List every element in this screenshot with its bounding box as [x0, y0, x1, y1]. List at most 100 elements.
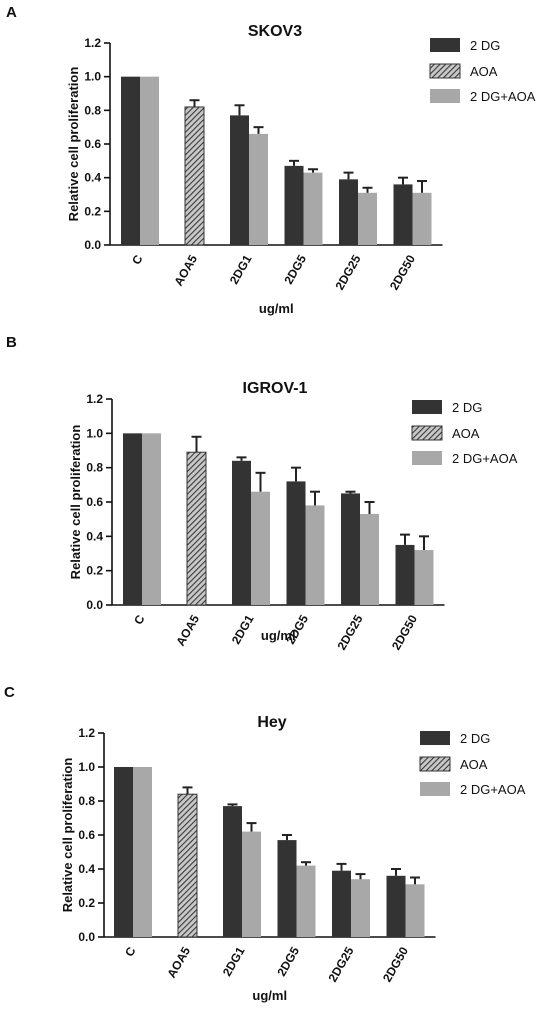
legend-label: 2 DG — [452, 400, 482, 415]
bar-2-dg-2dg5 — [284, 165, 304, 245]
x-tick-label: 2DG50 — [389, 612, 420, 652]
bar-2-dg-aoa-2dg25 — [358, 192, 377, 245]
x-tick-label: AOA5 — [173, 612, 202, 648]
bar-aoa-aoa5 — [184, 106, 205, 246]
y-tick-label: 0.0 — [84, 238, 101, 252]
x-tick-label: 2DG25 — [332, 252, 363, 292]
y-axis-label: Relative cell proliferation — [68, 425, 83, 580]
bar-aoa-aoa5 — [177, 793, 198, 938]
y-tick-label: 0.8 — [84, 103, 101, 117]
bar-2-dg-2dg50 — [395, 544, 415, 605]
bar-2-dg-2dg25 — [332, 870, 351, 937]
chart-title: SKOV3 — [248, 23, 302, 40]
legend-swatch — [420, 782, 450, 796]
bar-2-dg-aoa-2dg25 — [360, 514, 379, 605]
x-tick-label: AOA5 — [171, 252, 200, 288]
chart-title: Hey — [257, 714, 286, 731]
chart-svg: C Hey 0.0 0.2 0.4 0.6 0.8 1.0 1.2 Relative cell p… — [4, 684, 526, 1003]
y-axis-label: Relative cell proliferation — [60, 758, 75, 913]
y-tick-label: 0.6 — [86, 495, 103, 509]
x-tick-label: 2DG25 — [325, 944, 356, 984]
y-tick-label: 1.0 — [78, 760, 95, 774]
bar-2-dg-2dg25 — [341, 493, 360, 605]
x-axis-label: ug/ml — [261, 628, 296, 643]
legend-swatch — [420, 731, 450, 745]
bar-2-dg-aoa-2dg50 — [405, 884, 425, 937]
y-tick-label: 0.2 — [86, 564, 103, 578]
y-tick-label: 1.0 — [84, 70, 101, 84]
bar-2-dg-aoa-2dg50 — [412, 192, 432, 245]
bar-2-dg-aoa-2dg50 — [414, 550, 434, 605]
chart-svg: A SKOV3 0.0 0.2 0.4 0.6 0.8 1.0 1.2 Relative cell… — [6, 4, 536, 316]
chart-svg: B IGROV-1 0.0 0.2 0.4 0.6 0.8 1.0 1.2 Relative ce… — [6, 334, 518, 652]
bar-2-dg-aoa-c — [133, 767, 152, 937]
bar-2-dg-aoa-2dg1 — [249, 133, 268, 245]
x-tick-label: 2DG5 — [274, 944, 302, 978]
bar-aoa-aoa5 — [186, 451, 207, 606]
bar-2-dg-aoa-2dg5 — [296, 865, 316, 937]
legend-label: AOA — [460, 757, 488, 772]
y-tick-label: 0.4 — [86, 529, 103, 543]
legend-label: 2 DG+AOA — [460, 782, 526, 797]
bar-2-dg-2dg5 — [277, 840, 297, 937]
bar-2-dg-c — [123, 433, 142, 605]
y-tick-label: 0.8 — [86, 461, 103, 475]
bar-2-dg-aoa-2dg5 — [305, 505, 325, 605]
bar-2-dg-aoa-2dg25 — [351, 879, 370, 937]
legend-swatch — [412, 400, 442, 414]
legend-label: AOA — [452, 426, 480, 441]
x-tick-label: 2DG1 — [229, 612, 257, 646]
bar-2-dg-2dg1 — [232, 460, 251, 605]
legend-swatch — [430, 38, 460, 52]
chart-title: IGROV-1 — [243, 380, 308, 397]
panel-label: B — [6, 334, 17, 351]
y-tick-label: 0.0 — [86, 598, 103, 612]
bar-2-dg-2dg25 — [339, 179, 358, 245]
x-tick-label: 2DG25 — [334, 612, 365, 652]
x-tick-label: C — [122, 944, 139, 959]
legend-swatch — [412, 451, 442, 465]
bar-2-dg-2dg5 — [286, 481, 306, 605]
y-tick-label: 0.6 — [84, 137, 101, 151]
legend-swatch — [419, 756, 451, 772]
y-tick-label: 0.4 — [84, 171, 101, 185]
y-tick-label: 0.6 — [78, 828, 95, 842]
bar-2-dg-2dg50 — [393, 184, 413, 245]
y-tick-label: 1.2 — [84, 36, 101, 50]
bar-2-dg-c — [121, 76, 140, 246]
bar-2-dg-c — [114, 767, 133, 937]
x-tick-label: 2DG1 — [227, 252, 255, 286]
x-tick-label: 2DG50 — [387, 252, 418, 292]
legend-label: 2 DG — [470, 38, 500, 53]
x-axis-label: ug/ml — [252, 988, 287, 1003]
y-tick-label: 0.4 — [78, 862, 95, 876]
y-tick-label: 1.2 — [86, 392, 103, 406]
bar-2-dg-aoa-c — [140, 76, 159, 246]
bar-2-dg-aoa-2dg1 — [242, 831, 261, 937]
bar-2-dg-2dg50 — [386, 875, 406, 937]
bar-2-dg-2dg1 — [223, 806, 242, 937]
y-tick-label: 0.8 — [78, 794, 95, 808]
legend-label: 2 DG — [460, 731, 490, 746]
x-tick-label: 2DG1 — [220, 944, 248, 978]
chart-panel-hey: C Hey 0.0 0.2 0.4 0.6 0.8 1.0 1.2 Relative cell p… — [0, 670, 550, 1016]
y-axis-label: Relative cell proliferation — [66, 67, 81, 222]
y-tick-label: 1.0 — [86, 426, 103, 440]
bar-2-dg-2dg1 — [230, 115, 249, 245]
x-axis-label: ug/ml — [259, 301, 294, 316]
legend-label: AOA — [470, 64, 498, 79]
y-tick-label: 0.2 — [84, 204, 101, 218]
x-tick-label: 2DG50 — [380, 944, 411, 984]
chart-panel-igrov1: B IGROV-1 0.0 0.2 0.4 0.6 0.8 1.0 1.2 Relative ce… — [0, 330, 550, 670]
legend-swatch — [411, 425, 443, 441]
bar-2-dg-aoa-c — [142, 433, 161, 605]
x-tick-label: C — [131, 612, 148, 627]
x-tick-label: C — [129, 252, 146, 267]
bar-2-dg-aoa-2dg1 — [251, 491, 270, 605]
bar-2-dg-aoa-2dg5 — [303, 172, 323, 245]
x-tick-label: AOA5 — [164, 944, 193, 980]
y-tick-label: 1.2 — [78, 726, 95, 740]
panel-label: A — [6, 4, 17, 21]
legend-swatch — [429, 63, 461, 79]
chart-panel-skov3: A SKOV3 0.0 0.2 0.4 0.6 0.8 1.0 1.2 Relative cell… — [0, 0, 550, 330]
